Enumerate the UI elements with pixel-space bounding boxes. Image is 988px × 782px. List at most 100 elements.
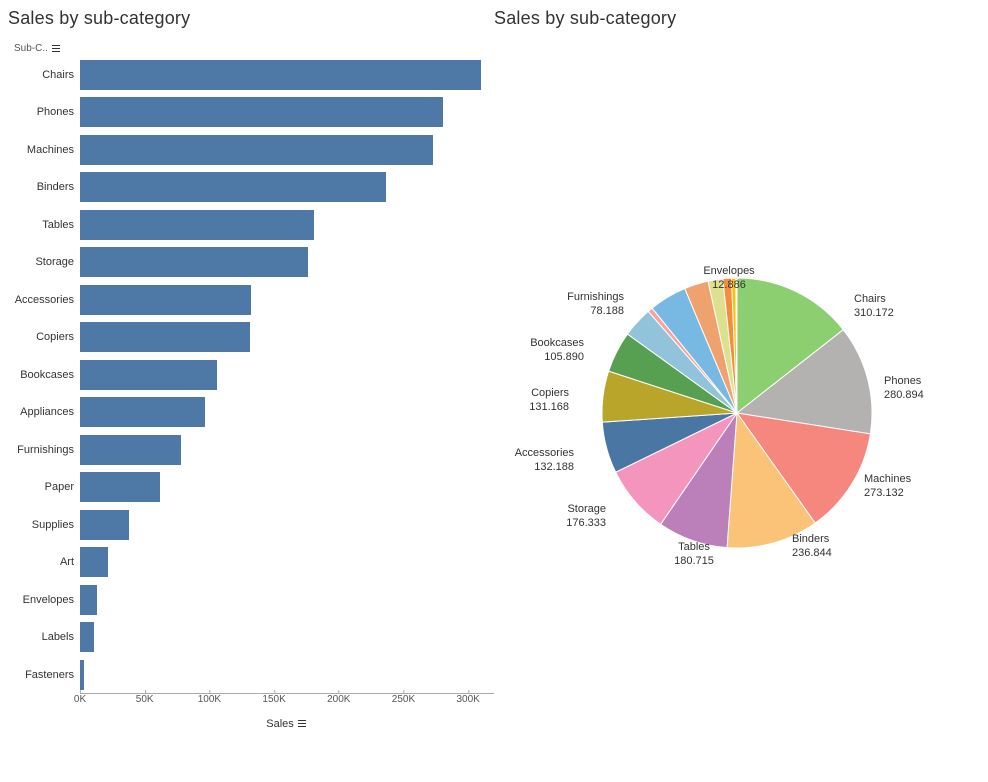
- bar[interactable]: [80, 210, 314, 240]
- bar[interactable]: [80, 247, 308, 277]
- bar[interactable]: [80, 285, 251, 315]
- bar-row: Copiers: [80, 319, 494, 357]
- x-tick: 100K: [198, 694, 221, 705]
- bar-row: Binders: [80, 169, 494, 207]
- bar-label: Art: [8, 556, 80, 568]
- bar-label: Supplies: [8, 519, 80, 531]
- pie-label: Envelopes12.886: [703, 265, 754, 293]
- bar-track: [80, 510, 494, 540]
- pie-chart-plot: Chairs310.172 Phones280.894 Machines273.13…: [494, 43, 980, 743]
- bar[interactable]: [80, 435, 181, 465]
- x-tick: 250K: [392, 694, 415, 705]
- bar[interactable]: [80, 322, 250, 352]
- bar-label: Appliances: [8, 406, 80, 418]
- pie-label-value: 78.188: [567, 305, 624, 319]
- pie-chart-panel: Sales by sub-category Chairs310.172Phone…: [494, 8, 980, 743]
- bar[interactable]: [80, 97, 443, 127]
- pie-svg: [600, 276, 874, 550]
- bar-row: Paper: [80, 469, 494, 507]
- bar-label: Chairs: [8, 69, 80, 81]
- bar[interactable]: [80, 397, 205, 427]
- x-tick: 300K: [456, 694, 479, 705]
- bar-row: Bookcases: [80, 356, 494, 394]
- bar[interactable]: [80, 360, 217, 390]
- bar-label: Accessories: [8, 294, 80, 306]
- pie-label: Copiers131.168: [529, 387, 569, 415]
- bar-row: Tables: [80, 206, 494, 244]
- pie-label-name: Tables: [674, 541, 714, 555]
- bar-label: Labels: [8, 631, 80, 643]
- bar-track: [80, 397, 494, 427]
- pie-label-name: Chairs: [854, 293, 894, 307]
- pie-label: Bookcases105.890: [530, 337, 584, 365]
- bar-label: Furnishings: [8, 444, 80, 456]
- bar-label: Paper: [8, 481, 80, 493]
- bar[interactable]: [80, 60, 481, 90]
- bar-label: Machines: [8, 144, 80, 156]
- bar-track: [80, 435, 494, 465]
- x-tick: 0K: [74, 694, 86, 705]
- bar-track: [80, 60, 494, 90]
- bar-chart-panel: Sales by sub-category Sub-C.. ChairsPhon…: [8, 8, 494, 743]
- bar-track: [80, 97, 494, 127]
- bar-row: Appliances: [80, 394, 494, 432]
- bar[interactable]: [80, 135, 433, 165]
- bar-row: Labels: [80, 619, 494, 657]
- pie-label-value: 176.333: [566, 517, 606, 531]
- pie-label-name: Envelopes: [703, 265, 754, 279]
- bar-track: [80, 172, 494, 202]
- bar-label: Storage: [8, 256, 80, 268]
- pie-label-name: Bookcases: [530, 337, 584, 351]
- pie-label-name: Furnishings: [567, 291, 624, 305]
- pie-label-name: Machines: [864, 473, 911, 487]
- pie-label-value: 131.168: [529, 401, 569, 415]
- pie-label: Storage176.333: [566, 503, 606, 531]
- bar[interactable]: [80, 547, 108, 577]
- pie-label-value: 310.172: [854, 307, 894, 321]
- pie-label-value: 12.886: [703, 279, 754, 293]
- bar[interactable]: [80, 510, 129, 540]
- bar-row: Fasteners: [80, 656, 494, 694]
- pie-label-name: Copiers: [529, 387, 569, 401]
- x-tick: 50K: [136, 694, 154, 705]
- bar-track: [80, 660, 494, 690]
- pie-label-value: 273.132: [864, 487, 911, 501]
- pie-label: Tables180.715: [674, 541, 714, 569]
- sort-icon[interactable]: [298, 719, 308, 729]
- pie-label-value: 132.188: [515, 461, 574, 475]
- bar-row: Furnishings: [80, 431, 494, 469]
- bar-label: Tables: [8, 219, 80, 231]
- pie-label-value: 180.715: [674, 555, 714, 569]
- bar-label: Binders: [8, 181, 80, 193]
- x-tick: 200K: [327, 694, 350, 705]
- bar-track: [80, 322, 494, 352]
- bar-axis-header-label: Sub-C..: [14, 43, 48, 54]
- bar-row: Accessories: [80, 281, 494, 319]
- bar-label: Fasteners: [8, 669, 80, 681]
- pie-label-name: Accessories: [515, 447, 574, 461]
- pie-label-value: 105.890: [530, 351, 584, 365]
- bar-axis-header: Sub-C..: [14, 43, 494, 54]
- pie-label-name: Storage: [566, 503, 606, 517]
- bar[interactable]: [80, 660, 84, 690]
- bar[interactable]: [80, 585, 97, 615]
- bar-label: Phones: [8, 106, 80, 118]
- pie-label: Phones280.894: [884, 375, 924, 403]
- bar-row: Envelopes: [80, 581, 494, 619]
- bar-chart-plot: ChairsPhonesMachinesBindersTablesStorage…: [8, 56, 494, 730]
- bar-label: Copiers: [8, 331, 80, 343]
- bar-label: Bookcases: [8, 369, 80, 381]
- bar-row: Supplies: [80, 506, 494, 544]
- bar-track: [80, 360, 494, 390]
- bar-row: Art: [80, 544, 494, 582]
- pie-label-value: 280.894: [884, 389, 924, 403]
- x-tick: 150K: [262, 694, 285, 705]
- pie-label-name: Binders: [792, 533, 832, 547]
- bar[interactable]: [80, 472, 160, 502]
- bar[interactable]: [80, 172, 386, 202]
- pie-label: Furnishings78.188: [567, 291, 624, 319]
- bar[interactable]: [80, 622, 94, 652]
- bar-label: Envelopes: [8, 594, 80, 606]
- sort-icon[interactable]: [52, 44, 62, 54]
- bar-track: [80, 285, 494, 315]
